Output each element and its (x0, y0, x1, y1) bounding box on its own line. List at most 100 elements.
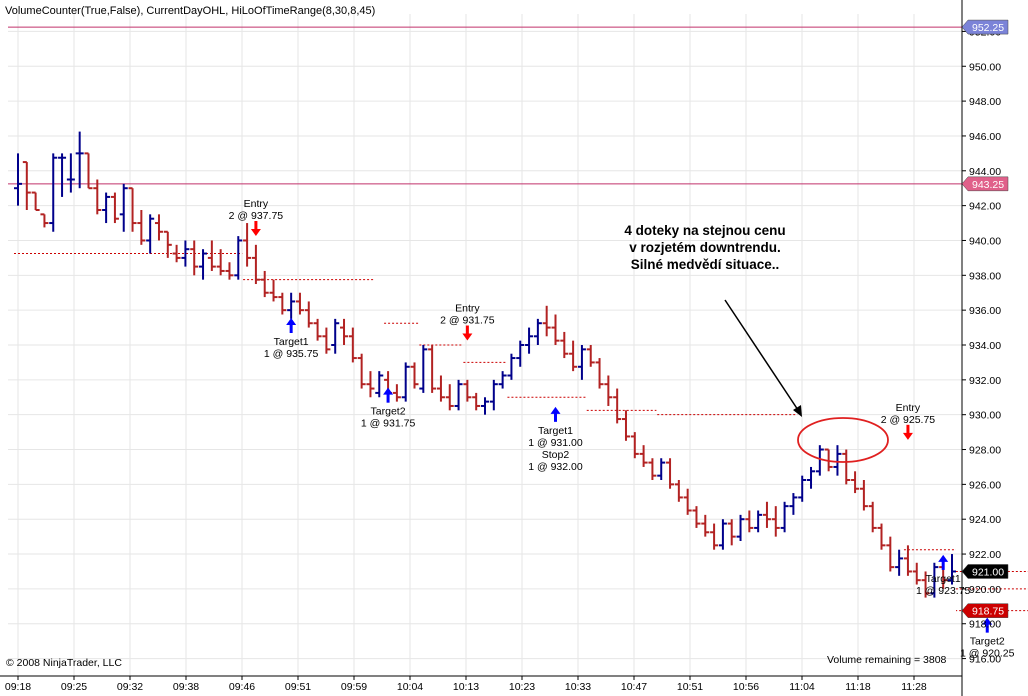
buy-arrow-head (938, 554, 949, 562)
ohlc-bar (110, 192, 119, 224)
ohlc-bar (525, 327, 534, 354)
price-marker-badge (961, 176, 1009, 192)
ohlc-bar (595, 358, 604, 389)
ohlc-bar (604, 375, 613, 406)
ohlc-bar (181, 240, 190, 267)
ohlc-bar (31, 191, 40, 211)
ohlc-bar (886, 536, 895, 572)
ohlc-bar (666, 458, 675, 489)
ohlc-bar (463, 379, 472, 402)
ohlc-bar (789, 493, 798, 515)
ohlc-bar (269, 279, 278, 302)
ohlc-bar (903, 545, 912, 576)
y-tick-label: 928.00 (969, 445, 1001, 457)
annotation-text: Target1 (274, 336, 309, 348)
x-tick-label: 09:25 (61, 681, 87, 693)
y-tick-label: 942.00 (969, 201, 1001, 213)
annotation-text: Target2 (970, 636, 1005, 648)
x-tick-label: 09:38 (173, 681, 199, 693)
ohlc-bar (419, 345, 428, 393)
ohlc-bar (569, 340, 578, 372)
ohlc-bar (639, 445, 648, 467)
comment-callout: 4 doteky na stejnou cenu v rozjetém down… (624, 223, 889, 463)
x-tick-label: 09:51 (285, 681, 311, 693)
ohlc-bar (331, 318, 340, 354)
ohlc-bar (859, 480, 868, 511)
ohlc-bar (199, 249, 208, 280)
annotation-text: 2 @ 931.75 (440, 315, 495, 327)
annotation-text: 1 @ 935.75 (264, 348, 319, 360)
ohlc-bar (137, 209, 146, 245)
ohlc-bar (278, 292, 287, 315)
price-marker: 943.25 (961, 176, 1009, 192)
ohlc-bar (912, 562, 921, 585)
ohlc-bar (243, 223, 252, 267)
y-tick-label: 936.00 (969, 305, 1001, 317)
annotation-text: Entry (896, 402, 921, 414)
ohlc-bar (207, 240, 216, 271)
y-tick-label: 918.00 (969, 619, 1001, 631)
annotation-text: 2 @ 925.75 (881, 414, 936, 426)
ohlc-bar (798, 475, 807, 502)
ohlc-bar (340, 318, 349, 345)
x-tick-label: 10:23 (509, 681, 535, 693)
y-tick-label: 938.00 (969, 270, 1001, 282)
ohlc-bar (428, 345, 437, 393)
ohlc-bar (930, 562, 939, 598)
price-marker-label: 952.25 (972, 22, 1004, 34)
ohlc-bar (621, 410, 630, 441)
ohlc-bar (260, 270, 269, 298)
ohlc-bar (66, 153, 75, 193)
ohlc-bar (401, 362, 410, 402)
ohlc-bar (674, 480, 683, 502)
x-tick-label: 10:33 (565, 681, 591, 693)
comment-pointer-line (724, 299, 801, 414)
ohlc-bar (507, 353, 516, 380)
buy-arrow-head (550, 406, 561, 414)
ohlc-bar (14, 153, 22, 206)
ohlc-bar (128, 187, 137, 232)
annotation-text: Target2 (371, 406, 406, 418)
ohlc-bar (577, 345, 586, 380)
x-tick-label: 09:18 (5, 681, 31, 693)
ohlc-bar (692, 506, 701, 528)
ohlc-bar (410, 362, 419, 389)
ohlc-bar (75, 131, 84, 189)
ohlc-bar (102, 192, 111, 224)
ohlc-bar (701, 514, 710, 537)
ohlc-bar (163, 230, 172, 258)
y-tick-label: 930.00 (969, 410, 1001, 422)
ohlc-bar (348, 327, 357, 363)
ohlc-bar (119, 183, 128, 232)
ohlc-bar (542, 305, 551, 337)
y-tick-label: 924.00 (969, 514, 1001, 526)
comment-line-1: 4 doteky na stejnou cenu (624, 223, 785, 238)
x-tick-label: 10:56 (733, 681, 759, 693)
ohlc-bar (630, 432, 639, 459)
ohlc-bar (313, 318, 322, 341)
ohlc-bar (762, 501, 771, 528)
annotation-text: 1 @ 932.00 (528, 461, 583, 473)
annotation-text: Target1 (538, 425, 573, 437)
y-tick-label: 916.00 (969, 654, 1001, 666)
ohlc-bar (251, 244, 260, 285)
ohlc-bar (648, 458, 657, 481)
ohlc-bar (93, 179, 102, 215)
ohlc-bar (304, 301, 313, 328)
ohlc-bar (190, 240, 199, 276)
indicator-title: VolumeCounter(True,False), CurrentDayOHL… (5, 5, 375, 17)
ohlc-bar (533, 318, 542, 345)
ohlc-bar (710, 523, 719, 550)
x-tick-label: 11:04 (789, 681, 815, 693)
y-tick-label: 926.00 (969, 479, 1001, 491)
ohlc-bar (481, 397, 489, 415)
